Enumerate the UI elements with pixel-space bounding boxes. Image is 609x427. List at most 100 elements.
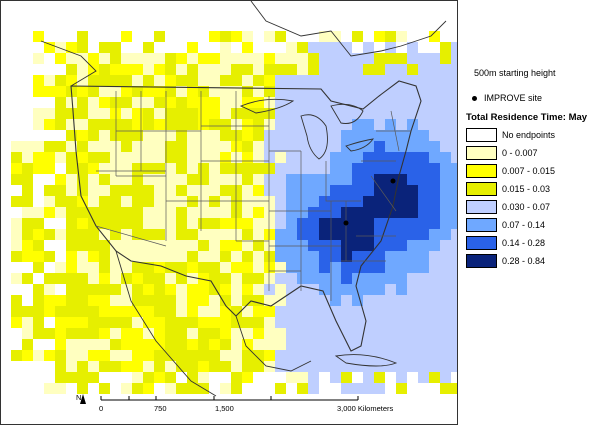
residence-cell [55, 229, 66, 240]
residence-cell [198, 295, 209, 306]
residence-cell [429, 317, 440, 328]
residence-cell [154, 361, 165, 372]
residence-cell [187, 207, 198, 218]
residence-cell [66, 42, 77, 53]
residence-cell [264, 31, 275, 42]
residence-cell [187, 64, 198, 75]
residence-cell [220, 108, 231, 119]
residence-cell [165, 185, 176, 196]
residence-cell [220, 273, 231, 284]
residence-cell [308, 339, 319, 350]
residence-cell [363, 284, 374, 295]
residence-cell [121, 383, 132, 394]
residence-cell [165, 152, 176, 163]
residence-cell [319, 218, 330, 229]
residence-cell [154, 284, 165, 295]
residence-cell [143, 328, 154, 339]
residence-cell [242, 295, 253, 306]
residence-cell [231, 361, 242, 372]
residence-cell [242, 284, 253, 295]
residence-cell [220, 317, 231, 328]
residence-cell [286, 86, 297, 97]
residence-cell [220, 196, 231, 207]
residence-cell [374, 295, 385, 306]
residence-cell [297, 350, 308, 361]
residence-cell [99, 229, 110, 240]
residence-cell [297, 196, 308, 207]
residence-cell [242, 42, 253, 53]
residence-cell [220, 75, 231, 86]
residence-cell [396, 174, 407, 185]
residence-cell [308, 42, 319, 53]
residence-cell [110, 75, 121, 86]
residence-cell [44, 251, 55, 262]
residence-cell [429, 328, 440, 339]
residence-cell [319, 229, 330, 240]
residence-cell [319, 185, 330, 196]
residence-cell [385, 295, 396, 306]
residence-cell [220, 163, 231, 174]
residence-cell [154, 262, 165, 273]
residence-cell [198, 361, 209, 372]
residence-cell [231, 163, 242, 174]
residence-cell [385, 262, 396, 273]
residence-cell [385, 350, 396, 361]
residence-cell [55, 273, 66, 284]
residence-cell [297, 174, 308, 185]
residence-cell [440, 218, 451, 229]
residence-cell [396, 97, 407, 108]
residence-cell [264, 97, 275, 108]
residence-cell [66, 317, 77, 328]
residence-cell [385, 108, 396, 119]
residence-cell [99, 86, 110, 97]
residence-cell [165, 64, 176, 75]
residence-cell [55, 350, 66, 361]
residence-cell [253, 339, 264, 350]
residence-cell [33, 75, 44, 86]
residence-cell [44, 108, 55, 119]
residence-cell [341, 262, 352, 273]
residence-cell [242, 53, 253, 64]
residence-cell [165, 75, 176, 86]
residence-cell [396, 251, 407, 262]
residence-cell [429, 53, 440, 64]
residence-cell [253, 130, 264, 141]
residence-cell [407, 185, 418, 196]
residence-cell [319, 141, 330, 152]
residence-cell [330, 196, 341, 207]
residence-cell [374, 130, 385, 141]
residence-cell [374, 361, 385, 372]
residence-cell [99, 141, 110, 152]
residence-cell [209, 31, 220, 42]
residence-cell [143, 53, 154, 64]
residence-cell [396, 86, 407, 97]
residence-cell [154, 97, 165, 108]
residence-cell [407, 152, 418, 163]
residence-cell [165, 119, 176, 130]
residence-cell [374, 251, 385, 262]
residence-cell [319, 295, 330, 306]
legend-swatch [466, 128, 497, 142]
legend-swatch [466, 236, 497, 250]
residence-cell [451, 130, 457, 141]
residence-cell [187, 361, 198, 372]
residence-cell [231, 64, 242, 75]
residence-cell [143, 207, 154, 218]
residence-cell [99, 185, 110, 196]
residence-cell [165, 262, 176, 273]
residence-cell [297, 383, 308, 394]
residence-cell [242, 185, 253, 196]
residence-cell [352, 97, 363, 108]
residence-cell [242, 141, 253, 152]
residence-cell [242, 152, 253, 163]
residence-cell [242, 108, 253, 119]
residence-cell [154, 53, 165, 64]
residence-cell [451, 207, 457, 218]
residence-cell [308, 97, 319, 108]
residence-cell [275, 273, 286, 284]
residence-cell [143, 361, 154, 372]
residence-cell [154, 229, 165, 240]
residence-cell [121, 108, 132, 119]
residence-cell [176, 119, 187, 130]
residence-cell [154, 295, 165, 306]
